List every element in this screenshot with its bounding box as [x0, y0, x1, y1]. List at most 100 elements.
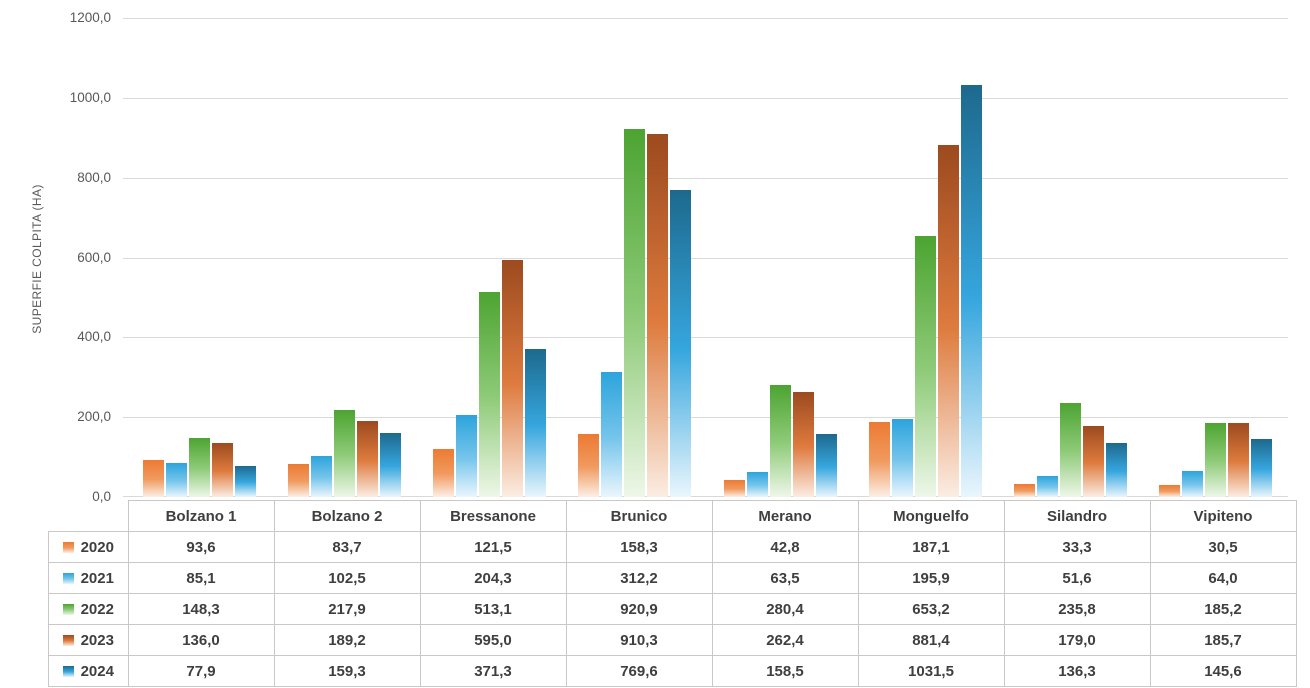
bar-group-brunico [562, 18, 707, 497]
value-cell: 51,6 [1003, 562, 1151, 594]
bar-vipiteno-2024 [1250, 438, 1272, 497]
bar-monguelfo-2023 [937, 145, 959, 497]
bar-merano-2023 [792, 392, 814, 497]
value-cell: 185,2 [1149, 593, 1297, 625]
bar-bolzano-1-2022 [189, 437, 211, 497]
gridline [123, 97, 1288, 99]
bar-bolzano-2-2024 [380, 433, 402, 497]
table-row: 2021 85,1 102,5 204,3 312,2 63,5 195,9 51,6 64,0 [48, 562, 1297, 594]
value-cell: 312,2 [565, 562, 713, 594]
gridline [123, 496, 1288, 497]
legend-swatch-2022 [62, 603, 74, 615]
y-tick-label: 200,0 [77, 409, 111, 425]
bar-group-vipiteno [1143, 18, 1288, 497]
value-cell: 83,7 [273, 531, 421, 563]
bar-bolzano-2-2022 [334, 410, 356, 497]
bar-silandro-2021 [1036, 476, 1058, 497]
bar-brunico-2024 [670, 189, 692, 497]
bar-group-merano [708, 18, 853, 497]
bar-silandro-2024 [1105, 442, 1127, 497]
value-cell: 30,5 [1149, 531, 1297, 563]
value-cell: 102,5 [273, 562, 421, 594]
legend-year-cell: 2024 [48, 655, 129, 687]
bar-monguelfo-2020 [868, 422, 890, 497]
legend-year-cell: 2023 [48, 624, 129, 656]
value-cell: 77,9 [127, 655, 275, 687]
table-header-cell: Vipiteno [1149, 500, 1297, 532]
bar-bolzano-1-2021 [166, 463, 188, 497]
gridline [123, 337, 1288, 339]
bar-merano-2021 [746, 471, 768, 497]
value-cell: 513,1 [419, 593, 567, 625]
table-row: 2024 77,9 159,3 371,3 769,6 158,5 1031,5 136,3 1… [48, 655, 1297, 687]
table-header-cell: Bolzano 2 [273, 500, 421, 532]
bar-bolzano-2-2021 [311, 456, 333, 497]
y-tick-label: 1200,0 [69, 10, 111, 25]
value-cell: 881,4 [857, 624, 1005, 656]
gridline [123, 177, 1288, 179]
value-cell: 145,6 [1149, 655, 1297, 687]
y-tick-label: 600,0 [77, 249, 111, 265]
gridline [123, 417, 1288, 419]
value-cell: 136,3 [1003, 655, 1151, 687]
table-header-cell: Bolzano 1 [127, 500, 275, 532]
value-cell: 185,7 [1149, 624, 1297, 656]
value-cell: 42,8 [711, 531, 859, 563]
value-cell: 910,3 [565, 624, 713, 656]
value-cell: 217,9 [273, 593, 421, 625]
data-table: Bolzano 1 Bolzano 2 Bressanone Brunico Meran… [48, 500, 1297, 687]
value-cell: 204,3 [419, 562, 567, 594]
legend-year-label: 2021 [80, 569, 114, 587]
table-header-cell: Bressanone [419, 500, 567, 532]
value-cell: 595,0 [419, 624, 567, 656]
bar-monguelfo-2022 [914, 236, 936, 497]
value-cell: 189,2 [273, 624, 421, 656]
plot-area: 0,0 200,0 400,0 600,0 800,0 1000,0 1200,0 [70, 10, 1288, 504]
table-row: 2020 93,6 83,7 121,5 158,3 42,8 187,1 33,3 30,5 [48, 531, 1297, 563]
value-cell: 653,2 [857, 593, 1005, 625]
bar-group-monguelfo [853, 18, 998, 497]
bar-bressanone-2023 [502, 259, 524, 497]
value-cell: 136,0 [127, 624, 275, 656]
bar-group-bressanone [417, 18, 562, 497]
bar-group-bolzano-2 [272, 18, 417, 497]
legend-year-cell: 2021 [48, 562, 129, 594]
bar-silandro-2020 [1013, 483, 1035, 497]
table-row: 2022 148,3 217,9 513,1 920,9 280,4 653,2 235,8 1… [48, 593, 1297, 625]
value-cell: 280,4 [711, 593, 859, 625]
bar-vipiteno-2023 [1227, 422, 1249, 497]
legend-swatch-2021 [62, 572, 74, 584]
legend-swatch-2023 [62, 634, 74, 646]
legend-year-label: 2020 [80, 538, 114, 556]
bar-merano-2022 [769, 385, 791, 497]
legend-swatch-2024 [62, 665, 74, 677]
value-cell: 159,3 [273, 655, 421, 687]
value-cell: 33,3 [1003, 531, 1151, 563]
bar-vipiteno-2022 [1204, 423, 1226, 497]
bar-brunico-2021 [601, 372, 623, 497]
table-header-cell: Monguelfo [857, 500, 1005, 532]
legend-entry: 2020 [49, 538, 127, 556]
gridline [123, 18, 1288, 19]
value-cell: 769,6 [565, 655, 713, 687]
bar-vipiteno-2021 [1181, 471, 1203, 497]
bar-brunico-2022 [624, 129, 646, 497]
value-cell: 195,9 [857, 562, 1005, 594]
bar-brunico-2020 [578, 433, 600, 497]
bar-bolzano-1-2020 [143, 459, 165, 497]
legend-entry: 2021 [49, 569, 127, 587]
value-cell: 63,5 [711, 562, 859, 594]
value-cell: 371,3 [419, 655, 567, 687]
legend-year-label: 2024 [80, 662, 114, 680]
value-cell: 235,8 [1003, 593, 1151, 625]
gridline [123, 257, 1288, 259]
table-header-row: Bolzano 1 Bolzano 2 Bressanone Brunico Meran… [49, 500, 1297, 532]
value-cell: 64,0 [1149, 562, 1297, 594]
bar-bolzano-2-2020 [288, 463, 310, 497]
legend-entry: 2023 [49, 632, 127, 649]
bar-merano-2020 [723, 479, 745, 497]
bar-group-silandro [998, 18, 1143, 497]
bar-group-bolzano-1 [127, 18, 272, 497]
legend-year-cell: 2020 [48, 531, 129, 563]
